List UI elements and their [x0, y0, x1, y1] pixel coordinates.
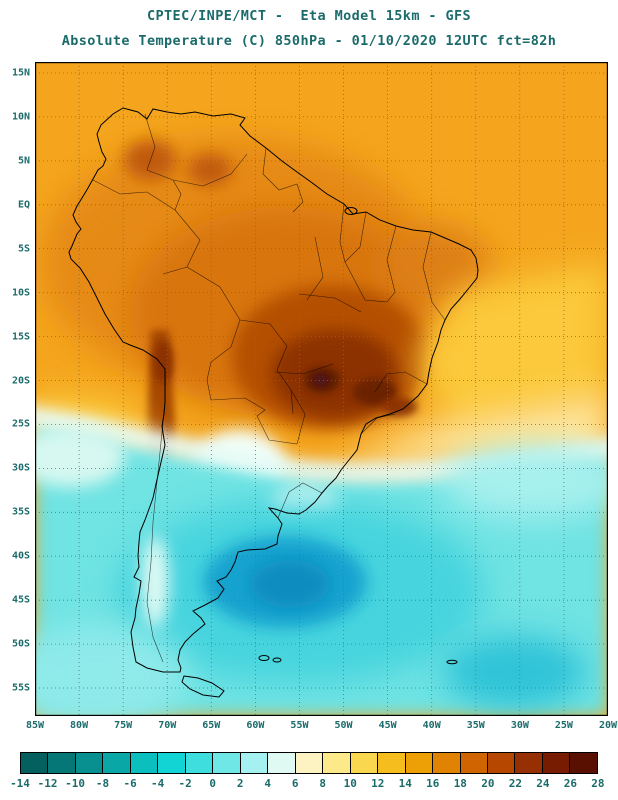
map-plot: [35, 62, 608, 716]
colorbar-axis: -14 -12 -10 -8 -6 -4 -2 0 2 4 6 8 10 12 14 16 18 20 22 24 26…: [10, 777, 604, 793]
colorbar-cell: [433, 753, 461, 773]
title-line-1: CPTEC/INPE/MCT - Eta Model 15km - GFS: [146, 8, 472, 24]
temperature-field: [35, 62, 608, 716]
lon-tick-label: 45W: [378, 720, 397, 731]
lat-tick-label: 15N: [11, 67, 30, 79]
lat-tick-label: 40S: [11, 550, 30, 562]
colorbar-tick-label: -14: [10, 777, 30, 790]
colorbar-cell: [21, 753, 49, 773]
colorbar-tick-label: -8: [95, 777, 110, 790]
colorbar-cell: [130, 753, 159, 773]
colorbar-cell: [405, 753, 434, 773]
lon-tick-label: 80W: [70, 720, 89, 731]
temperature-field-map: [35, 62, 608, 716]
colorbar-tick-label: 14: [398, 777, 412, 790]
colorbar-cell: [103, 753, 131, 773]
lat-tick-label: 25S: [11, 418, 30, 430]
lat-tick-label: 45S: [11, 594, 30, 606]
colorbar-cell: [185, 753, 214, 773]
lat-tick-label: 5N: [17, 155, 30, 167]
lat-tick-label: EQ: [17, 199, 30, 211]
longitude-axis: 85W 80W 75W 70W 65W 60W 55W 50W 45W 40W 35W 30W 25W 2…: [26, 719, 617, 733]
lon-tick-label: 50W: [334, 720, 353, 731]
colorbar-cell: [350, 753, 379, 773]
colorbar-tick-label: 6: [291, 777, 299, 790]
colorbar-cell: [295, 753, 324, 773]
temperature-colorbar: [20, 752, 598, 774]
lon-tick-label: 65W: [202, 720, 221, 731]
lat-tick-label: 15S: [11, 331, 30, 343]
colorbar-tick-label: 22: [508, 777, 522, 790]
colorbar-cell: [323, 753, 351, 773]
colorbar-tick-label: 28: [591, 777, 605, 790]
colorbar-cell: [487, 753, 516, 773]
colorbar-cell: [570, 753, 597, 773]
colorbar-cell: [240, 753, 269, 773]
colorbar-tick-label: 20: [481, 777, 495, 790]
lat-tick-label: 35S: [11, 506, 30, 518]
colorbar-tick-label: 12: [371, 777, 385, 790]
lon-tick-label: 35W: [466, 720, 485, 731]
colorbar-cell: [158, 753, 186, 773]
colorbar-cell: [75, 753, 104, 773]
lon-tick-label: 20W: [598, 720, 618, 731]
colorbar-tick-label: 2: [236, 777, 244, 790]
lat-tick-label: 20S: [11, 375, 30, 386]
latitude-axis: 15N 10N 5N EQ 5S 10S 15S 20S 25S 30S 35S 40S 45S 50S 5…: [0, 62, 33, 716]
colorbar-cell: [460, 753, 488, 773]
colorbar-tick-label: 8: [319, 777, 327, 790]
lat-tick-label: 10S: [11, 287, 30, 299]
lat-tick-label: 50S: [11, 638, 30, 650]
colorbar-cell: [542, 753, 571, 773]
lon-tick-label: 60W: [246, 720, 265, 731]
lon-tick-label: 85W: [25, 720, 45, 731]
lon-tick-label: 40W: [422, 720, 441, 731]
colorbar-tick-label: 0: [209, 777, 216, 790]
colorbar-cell: [515, 753, 543, 773]
colorbar-tick-label: 18: [453, 777, 467, 790]
colorbar-cell: [378, 753, 406, 773]
coastline: [68, 107, 479, 698]
colorbar-tick-label: -4: [150, 777, 165, 790]
colorbar-cell: [268, 753, 296, 773]
colorbar-tick-label: -6: [123, 777, 137, 790]
lon-tick-label: 70W: [158, 720, 177, 731]
lon-tick-label: 30W: [510, 720, 529, 731]
lat-tick-label: 5S: [17, 243, 30, 255]
lat-tick-label: 55S: [11, 682, 30, 694]
colorbar-tick-label: 16: [426, 777, 440, 790]
colorbar-tick-label: 4: [264, 777, 271, 790]
lon-tick-label: 55W: [290, 720, 309, 731]
colorbar-tick-label: -10: [65, 777, 85, 790]
colorbar-tick-label: -2: [178, 777, 192, 790]
lon-tick-label: 25W: [554, 720, 573, 731]
title-line-2: Absolute Temperature (C) 850hPa - 01/10/…: [61, 33, 557, 49]
colorbar-tick-label: -12: [37, 777, 58, 790]
graticule-grid: [35, 62, 608, 716]
lat-tick-label: 10N: [11, 111, 30, 123]
colorbar-tick-label: 10: [343, 777, 357, 790]
map-frame: [35, 62, 608, 716]
colorbar-tick-label: 24: [536, 777, 550, 790]
country-borders: [92, 113, 446, 663]
colorbar-cell: [213, 753, 241, 773]
lat-tick-label: 30S: [11, 462, 30, 474]
colorbar-cell: [48, 753, 76, 773]
lon-tick-label: 75W: [114, 720, 133, 731]
colorbar-tick-label: 26: [563, 777, 578, 790]
